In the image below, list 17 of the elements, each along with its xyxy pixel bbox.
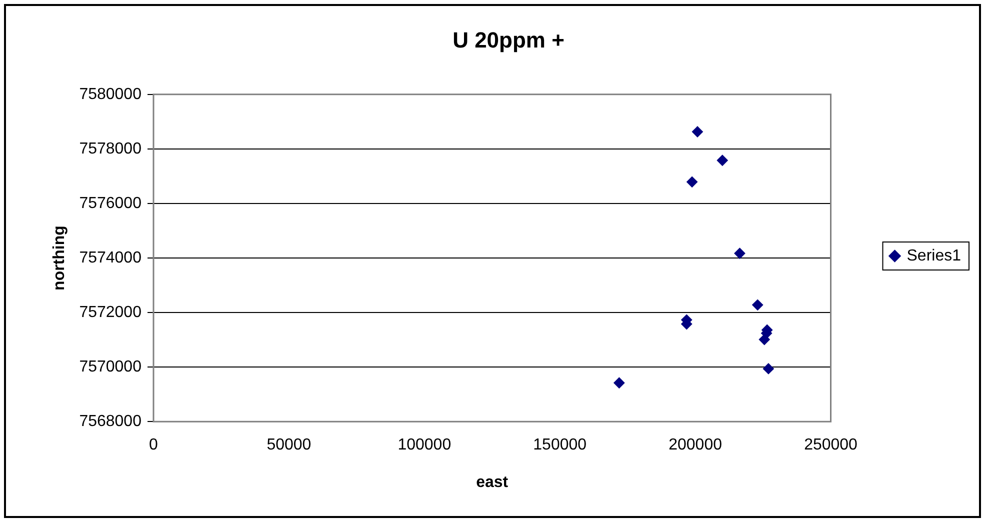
x-tick-label: 100000 — [398, 436, 452, 454]
x-tick-label: 0 — [149, 436, 158, 454]
y-tick-label: 7576000 — [79, 194, 142, 212]
y-tick-label: 7570000 — [79, 358, 142, 376]
legend-label: Series1 — [906, 247, 962, 264]
y-tick-label: 7580000 — [79, 86, 142, 103]
y-tick-label: 7568000 — [79, 413, 142, 430]
y-tick-label: 7578000 — [79, 140, 142, 158]
y-tick-label: 7574000 — [79, 249, 142, 266]
x-tick-label: 150000 — [533, 436, 587, 454]
x-tick-label: 50000 — [266, 436, 312, 454]
x-tick-label: 200000 — [668, 436, 722, 454]
x-tick-label: 250000 — [804, 436, 858, 454]
y-tick-label: 7572000 — [79, 304, 142, 321]
y-axis-title: northing — [51, 226, 68, 290]
x-axis-title: east — [476, 474, 509, 491]
chart-title: U 20ppm + — [452, 27, 564, 52]
